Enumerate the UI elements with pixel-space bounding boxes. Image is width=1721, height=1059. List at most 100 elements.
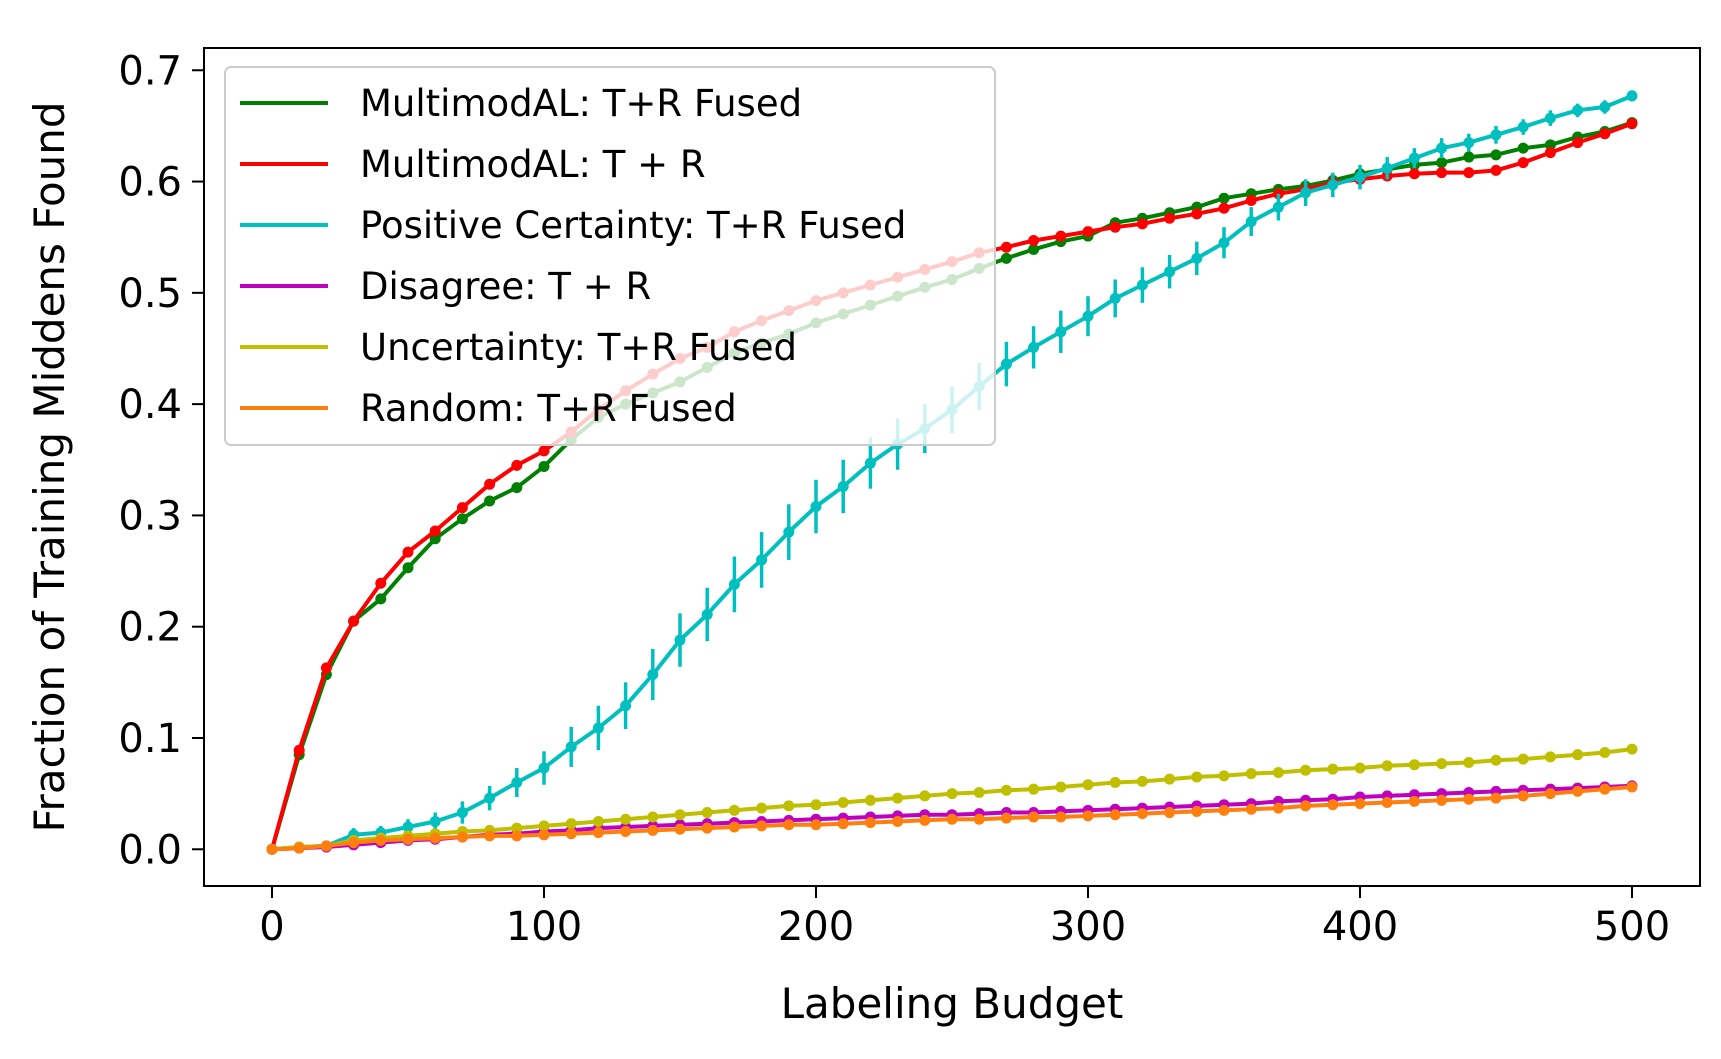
data-point	[1436, 167, 1448, 179]
data-point	[375, 593, 387, 605]
data-point	[1572, 137, 1584, 149]
y-tick-label: 0.1	[118, 716, 182, 762]
data-point	[484, 792, 496, 804]
data-point	[511, 777, 523, 789]
data-point	[1300, 800, 1312, 812]
data-point	[538, 445, 550, 457]
data-point	[783, 819, 795, 831]
data-point	[1000, 241, 1012, 253]
data-point	[484, 478, 496, 490]
data-point	[1381, 797, 1393, 809]
data-point	[1517, 753, 1529, 765]
data-point	[538, 460, 550, 472]
legend-label: Disagree: T + R	[360, 265, 651, 308]
data-point	[837, 480, 849, 492]
data-point	[1191, 805, 1203, 817]
legend-label: MultimodAL: T + R	[360, 143, 706, 186]
data-point	[1055, 811, 1067, 823]
data-point	[810, 819, 822, 831]
data-point	[674, 634, 686, 646]
data-point	[1191, 771, 1203, 783]
legend-label: Random: T+R Fused	[360, 387, 737, 430]
data-point	[1544, 139, 1556, 151]
data-point	[1218, 770, 1230, 782]
data-point	[1300, 187, 1312, 199]
data-point	[1490, 164, 1502, 176]
data-point	[973, 813, 985, 825]
data-point	[565, 818, 577, 830]
data-point	[429, 832, 441, 844]
data-point	[1490, 149, 1502, 161]
data-point	[1000, 358, 1012, 370]
data-point	[456, 807, 468, 819]
data-point	[1626, 781, 1638, 793]
y-tick-label: 0.6	[118, 160, 182, 206]
data-point	[320, 662, 332, 674]
data-point	[1544, 751, 1556, 763]
data-point	[1490, 754, 1502, 766]
data-point	[864, 817, 876, 829]
data-point	[1109, 221, 1121, 233]
data-point	[320, 840, 332, 852]
data-point	[565, 828, 577, 840]
data-point	[919, 790, 931, 802]
data-point	[1055, 230, 1067, 242]
data-point	[1164, 807, 1176, 819]
data-point	[1572, 749, 1584, 761]
data-point	[756, 820, 768, 832]
data-point	[1218, 237, 1230, 249]
data-point	[1327, 763, 1339, 775]
series-5	[266, 781, 1638, 855]
data-point	[1136, 808, 1148, 820]
data-point	[592, 722, 604, 734]
data-point	[1544, 788, 1556, 800]
data-point	[1626, 90, 1638, 102]
data-point	[429, 815, 441, 827]
data-point	[1626, 743, 1638, 755]
data-point	[620, 700, 632, 712]
data-point	[1599, 128, 1611, 140]
y-tick-label: 0.2	[118, 605, 182, 651]
data-point	[1436, 794, 1448, 806]
data-point	[1354, 171, 1366, 183]
data-point	[1544, 112, 1556, 124]
data-point	[1136, 279, 1148, 291]
data-point	[701, 807, 713, 819]
data-point	[1055, 781, 1067, 793]
data-point	[674, 823, 686, 835]
data-point	[1164, 212, 1176, 224]
data-point	[1245, 803, 1257, 815]
data-point	[1599, 746, 1611, 758]
data-point	[1109, 809, 1121, 821]
data-point	[1082, 226, 1094, 238]
data-point	[1191, 252, 1203, 264]
data-point	[1300, 764, 1312, 776]
data-point	[1272, 201, 1284, 213]
data-point	[402, 546, 414, 558]
data-point	[1245, 194, 1257, 206]
data-point	[1000, 252, 1012, 264]
data-point	[1028, 243, 1040, 255]
data-point	[1028, 341, 1040, 353]
x-axis-title: Labeling Budget	[781, 979, 1124, 1028]
data-point	[728, 804, 740, 816]
data-point	[1517, 142, 1529, 154]
data-point	[1381, 162, 1393, 174]
y-tick-label: 0.5	[118, 271, 182, 317]
x-tick-label: 400	[1322, 904, 1398, 950]
y-tick-label: 0.3	[118, 493, 182, 539]
data-point	[837, 818, 849, 830]
data-point	[1082, 810, 1094, 822]
data-point	[701, 608, 713, 620]
data-point	[1572, 104, 1584, 116]
data-point	[1381, 760, 1393, 772]
data-point	[1028, 811, 1040, 823]
data-point	[1028, 235, 1040, 247]
data-point	[1463, 137, 1475, 149]
data-point	[620, 825, 632, 837]
y-axis-title: Fraction of Training Middens Found	[25, 101, 74, 832]
y-tick-label: 0.7	[118, 48, 182, 94]
data-point	[810, 799, 822, 811]
data-point	[892, 815, 904, 827]
